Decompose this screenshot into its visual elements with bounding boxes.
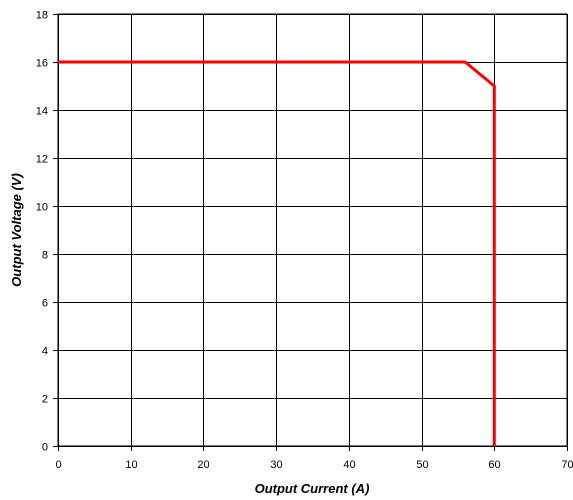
y-tick-label: 6 bbox=[42, 298, 48, 310]
y-tick-label: 16 bbox=[36, 58, 48, 70]
y-tick-label: 12 bbox=[36, 154, 48, 166]
series-group bbox=[58, 60, 496, 446]
y-tick-label: 18 bbox=[36, 10, 48, 22]
y-tick-label: 10 bbox=[36, 202, 48, 214]
x-tick-label: 60 bbox=[488, 459, 500, 471]
x-tick-label: 10 bbox=[125, 459, 137, 471]
x-tick-label: 0 bbox=[55, 459, 61, 471]
series-line bbox=[58, 60, 496, 446]
y-tick-label: 8 bbox=[42, 250, 48, 262]
x-tick-label: 40 bbox=[343, 459, 355, 471]
x-tick-label: 20 bbox=[197, 459, 209, 471]
y-tick-label: 0 bbox=[42, 442, 48, 454]
y-axis: 0 2 4 6 8 10 12 14 16 18 bbox=[36, 10, 58, 454]
x-tick-label: 30 bbox=[270, 459, 282, 471]
x-axis-title: Output Current (A) bbox=[255, 481, 370, 496]
x-tick-label: 70 bbox=[561, 459, 573, 471]
y-tick-label: 4 bbox=[42, 346, 48, 358]
x-axis: 0 10 20 30 40 50 60 70 bbox=[55, 446, 573, 471]
y-axis-title: Output Voltage (V) bbox=[9, 173, 24, 287]
x-tick-label: 50 bbox=[416, 459, 428, 471]
y-tick-label: 2 bbox=[42, 394, 48, 406]
plot-area bbox=[58, 14, 567, 446]
y-tick-label: 14 bbox=[36, 106, 48, 118]
plot-border bbox=[57, 13, 568, 447]
